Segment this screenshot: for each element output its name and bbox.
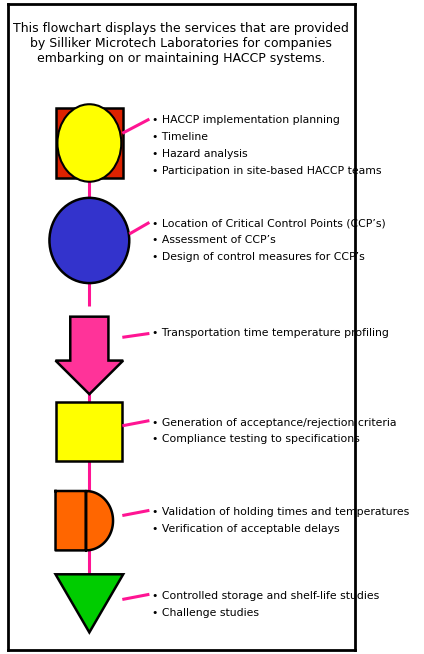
Bar	[56, 108, 123, 178]
Ellipse shape	[59, 491, 113, 551]
Text: • Participation in site-based HACCP teams: • Participation in site-based HACCP team…	[152, 165, 381, 176]
Text: • Assessment of CCP’s: • Assessment of CCP’s	[152, 235, 276, 245]
Text: This flowchart displays the services that are provided
by Silliker Microtech Lab: This flowchart displays the services tha…	[14, 22, 349, 65]
Text: • Challenge studies: • Challenge studies	[152, 608, 259, 618]
Polygon shape	[56, 574, 123, 632]
Ellipse shape	[57, 104, 121, 182]
Text: • Hazard analysis: • Hazard analysis	[152, 149, 248, 159]
Bar	[56, 491, 86, 551]
Text: • Validation of holding times and temperatures: • Validation of holding times and temper…	[152, 508, 409, 517]
Bar	[56, 402, 122, 461]
Text: • Generation of acceptance/rejection criteria: • Generation of acceptance/rejection cri…	[152, 417, 396, 428]
Text: • HACCP implementation planning: • HACCP implementation planning	[152, 115, 340, 126]
Text: • Controlled storage and shelf-life studies: • Controlled storage and shelf-life stud…	[152, 591, 379, 601]
Text: • Transportation time temperature profiling: • Transportation time temperature profil…	[152, 328, 389, 339]
Text: • Verification of acceptable delays: • Verification of acceptable delays	[152, 524, 340, 534]
Polygon shape	[56, 317, 123, 394]
Text: • Design of control measures for CCP’s: • Design of control measures for CCP’s	[152, 252, 365, 262]
Ellipse shape	[50, 198, 129, 283]
Text: • Compliance testing to specifications: • Compliance testing to specifications	[152, 434, 360, 444]
Text: • Timeline: • Timeline	[152, 132, 208, 142]
Text: • Location of Critical Control Points (CCP’s): • Location of Critical Control Points (C…	[152, 218, 385, 229]
